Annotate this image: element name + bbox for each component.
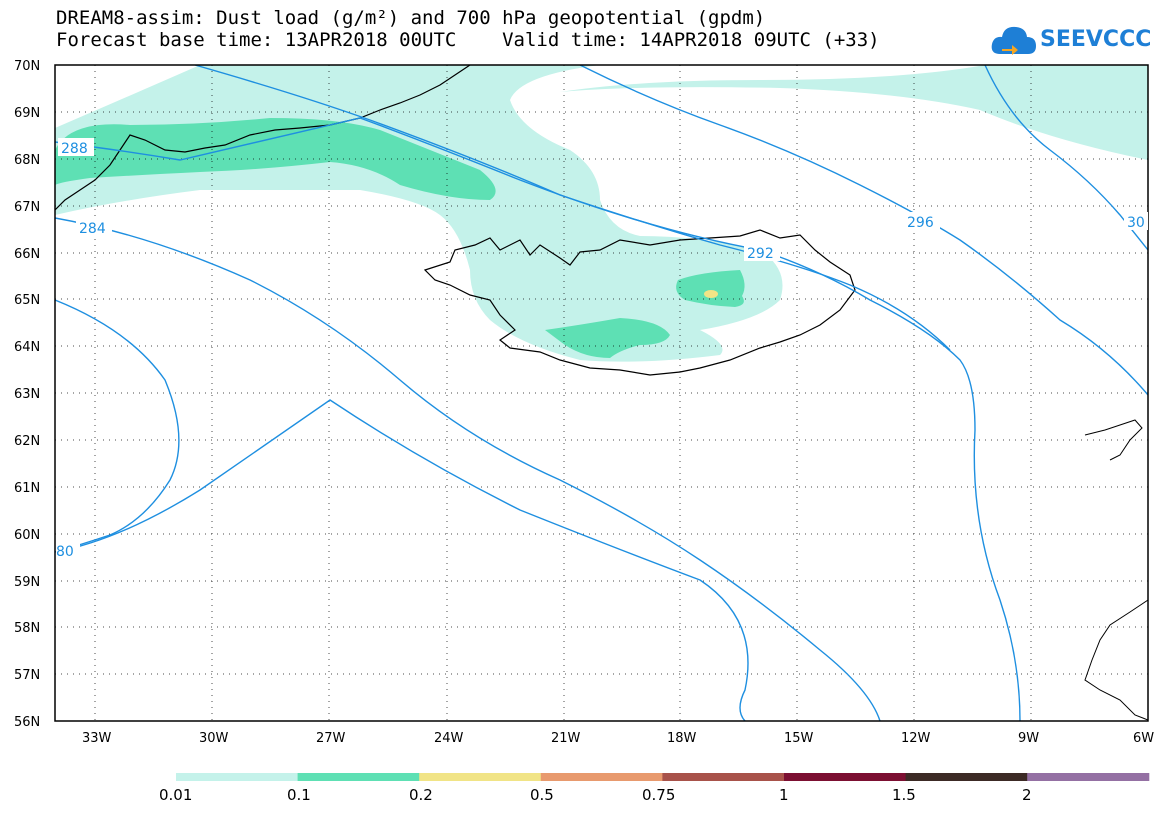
lon-label: 24W xyxy=(434,731,464,746)
lat-label: 70N xyxy=(14,59,40,74)
logo-text: SEEVCCC xyxy=(1040,27,1152,52)
lon-label: 30W xyxy=(199,731,229,746)
graticule xyxy=(55,65,1148,721)
contour-label-292: 292 xyxy=(747,246,774,262)
geopotential-contours xyxy=(55,65,1148,721)
contour-label-296: 296 xyxy=(907,215,934,231)
lon-label: 6W xyxy=(1133,731,1154,746)
lon-label: 33W xyxy=(82,731,112,746)
legend-label: 2 xyxy=(1022,786,1032,804)
lat-label: 66N xyxy=(14,247,40,262)
cloud-icon xyxy=(991,26,1036,55)
contour-label-284: 284 xyxy=(79,221,106,237)
legend-label: 0.01 xyxy=(159,786,192,804)
legend-swatch xyxy=(662,773,785,781)
legend-swatch xyxy=(905,773,1028,781)
map-content xyxy=(55,65,1148,721)
legend-swatch xyxy=(297,773,420,781)
contour-west-lower xyxy=(55,399,749,721)
lon-label: 27W xyxy=(316,731,346,746)
scotland-coast xyxy=(1084,599,1148,721)
lat-label: 64N xyxy=(14,340,40,355)
lat-label: 69N xyxy=(14,106,40,121)
iceland-coast xyxy=(423,229,856,376)
seevccc-logo: SEEVCCC xyxy=(990,22,1152,60)
legend-label: 0.1 xyxy=(287,786,311,804)
lat-label: 56N xyxy=(14,715,40,730)
map-subtitle: Forecast base time: 13APR2018 00UTC Vali… xyxy=(56,29,880,51)
lon-label: 21W xyxy=(551,731,581,746)
lat-label: 58N xyxy=(14,621,40,636)
legend-label: 1 xyxy=(779,786,789,804)
contour-label-80: 80 xyxy=(56,544,74,560)
contour-296 xyxy=(579,65,1148,396)
faroe-islands xyxy=(1084,419,1143,461)
legend-swatch xyxy=(176,773,299,781)
lat-label: 59N xyxy=(14,575,40,590)
legend-swatches xyxy=(176,773,1150,781)
contour-label-288: 288 xyxy=(61,141,88,157)
contour-288 xyxy=(55,117,1021,721)
lat-label: 60N xyxy=(14,528,40,543)
contour-label-30: 30 xyxy=(1127,215,1145,231)
lon-label: 12W xyxy=(901,731,931,746)
dust-area-light-ne xyxy=(560,65,1148,160)
contour-labels: 288 284 296 292 30 80 xyxy=(56,138,1148,560)
lat-label: 62N xyxy=(14,434,40,449)
map-title: DREAM8-assim: Dust load (g/m²) and 700 h… xyxy=(56,7,766,29)
legend-label: 1.5 xyxy=(892,786,916,804)
lat-label: 68N xyxy=(14,153,40,168)
legend-swatch xyxy=(419,773,542,781)
legend-labels: 0.01 0.1 0.2 0.5 0.75 1 1.5 2 xyxy=(159,786,1032,804)
contour-30x xyxy=(984,65,1148,251)
dust-area-high-spot xyxy=(704,290,718,298)
lat-label: 67N xyxy=(14,200,40,215)
lat-label: 57N xyxy=(14,668,40,683)
legend-swatch xyxy=(784,773,907,781)
legend-label: 0.75 xyxy=(642,786,675,804)
legend-label: 0.5 xyxy=(530,786,554,804)
longitude-labels: 33W 30W 27W 24W 21W 18W 15W 12W 9W 6W xyxy=(82,731,1154,746)
lon-label: 18W xyxy=(667,731,697,746)
legend-swatch xyxy=(540,773,663,781)
dust-area-medium-west xyxy=(55,118,496,200)
map-frame xyxy=(54,64,1149,722)
contour-284 xyxy=(55,217,881,721)
lat-label: 63N xyxy=(14,387,40,402)
contour-292 xyxy=(194,65,951,351)
legend-swatch xyxy=(1027,773,1150,781)
dust-area-medium-iceland-sw xyxy=(545,318,670,358)
lat-label: 61N xyxy=(14,481,40,496)
legend-label: 0.2 xyxy=(409,786,433,804)
latitude-labels: 70N 69N 68N 67N 66N 65N 64N 63N 62N 61N … xyxy=(14,59,40,730)
greenland-coast xyxy=(55,65,471,211)
dust-area-medium-iceland-c xyxy=(676,270,745,307)
lon-label: 9W xyxy=(1018,731,1039,746)
lat-label: 65N xyxy=(14,293,40,308)
contour-280 xyxy=(55,299,180,553)
lon-label: 15W xyxy=(784,731,814,746)
